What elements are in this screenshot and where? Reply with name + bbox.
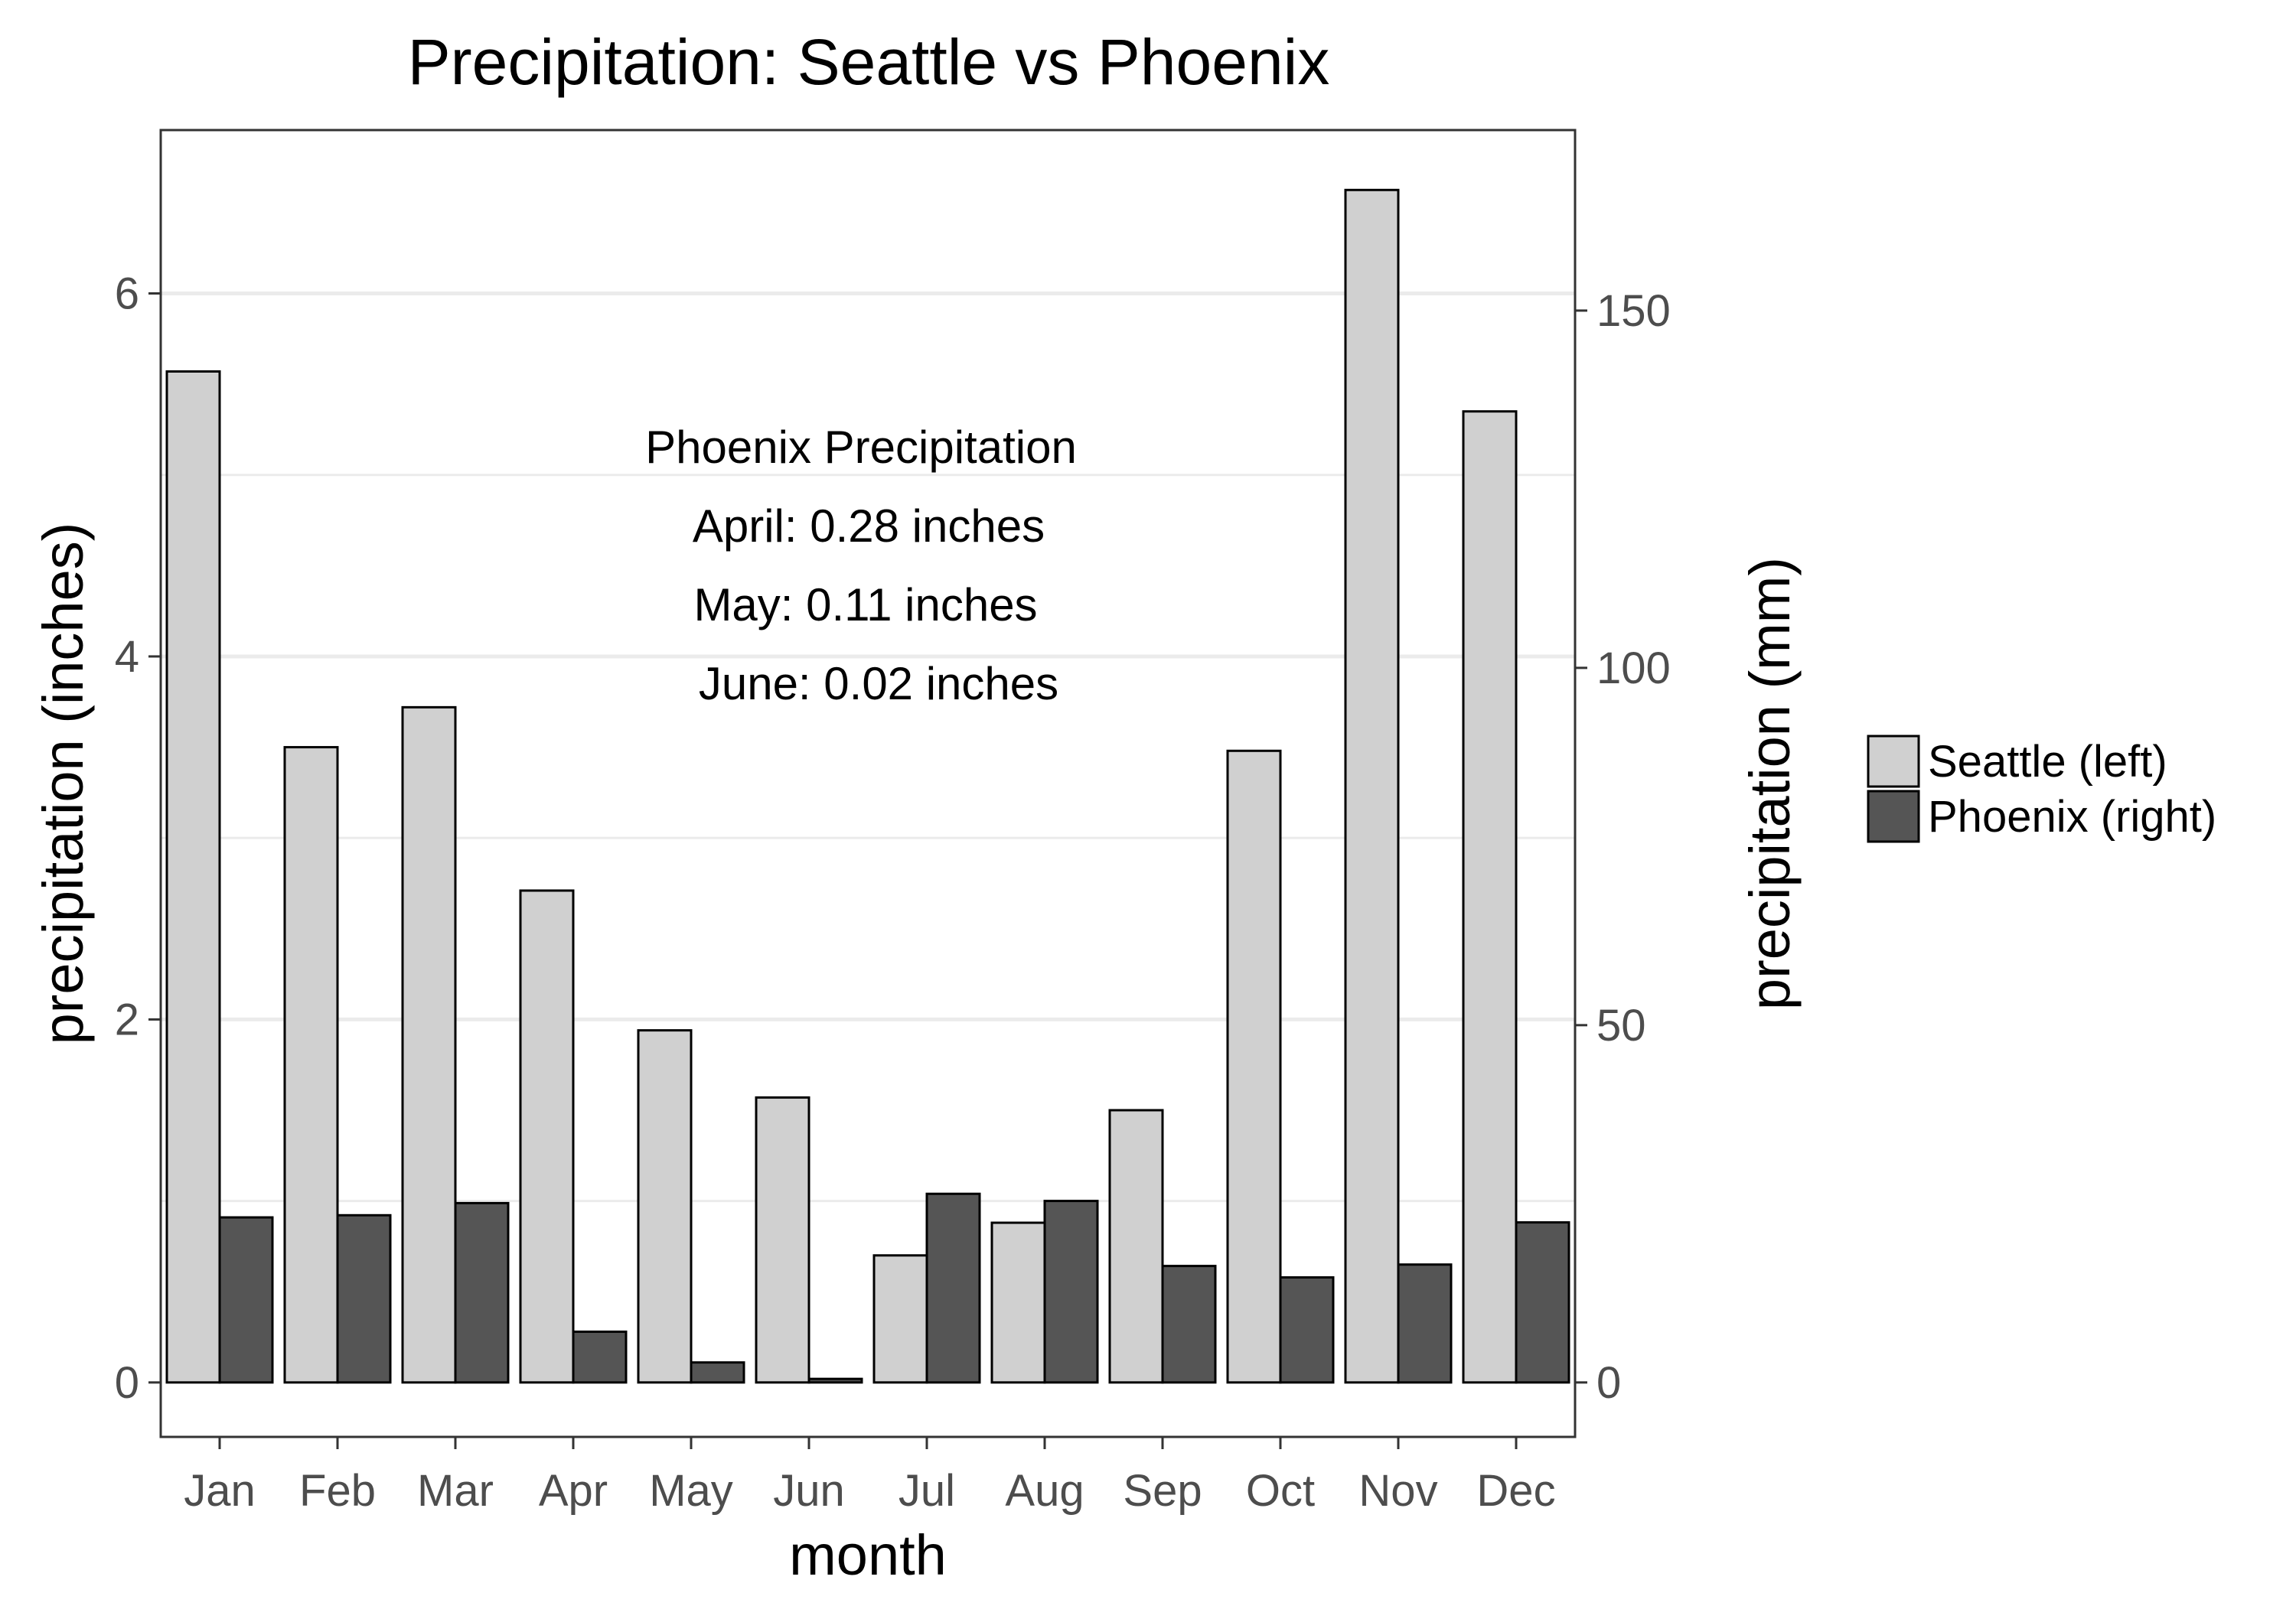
bar-seattle-dec bbox=[1462, 410, 1518, 1384]
left-y-tick-label: 4 bbox=[115, 632, 139, 682]
left-y-tick-label: 6 bbox=[115, 269, 139, 319]
plot-panel-border bbox=[159, 129, 1577, 1438]
bars-layer bbox=[165, 188, 1570, 1384]
left-y-tick-label: 0 bbox=[115, 1358, 139, 1408]
annotation-block: Phoenix Precipitation April: 0.28 inches… bbox=[645, 422, 1077, 709]
bar-phoenix-jul bbox=[925, 1192, 981, 1384]
bar-phoenix-nov bbox=[1397, 1263, 1453, 1384]
bar-seattle-mar bbox=[401, 705, 457, 1384]
legend-key-seattle bbox=[1867, 735, 1920, 788]
left-y-tick-label: 2 bbox=[115, 995, 139, 1044]
grid-lines bbox=[161, 292, 1575, 1203]
bar-phoenix-jan bbox=[218, 1216, 274, 1384]
bar-seattle-may bbox=[637, 1029, 693, 1384]
legend: Seattle (left) Phoenix (right) bbox=[1867, 735, 2216, 843]
x-tick-label-nov: Nov bbox=[1358, 1466, 1437, 1516]
right-y-axis: 0 50 100 150 bbox=[1575, 286, 1671, 1408]
bar-phoenix-may bbox=[690, 1361, 745, 1384]
x-tick-label-may: May bbox=[649, 1466, 733, 1516]
bar-phoenix-jun bbox=[807, 1377, 863, 1384]
y-axis-title-right: precipitation (mm) bbox=[1738, 557, 1802, 1010]
annotation-line-3: May: 0.11 inches bbox=[693, 579, 1037, 630]
x-tick-label-jul: Jul bbox=[899, 1466, 955, 1516]
right-y-tick-label: 50 bbox=[1596, 1001, 1646, 1051]
right-y-tick-label: 0 bbox=[1596, 1358, 1621, 1408]
bar-phoenix-oct bbox=[1279, 1276, 1335, 1384]
x-tick-label-sep: Sep bbox=[1123, 1466, 1202, 1516]
bar-phoenix-apr bbox=[572, 1331, 628, 1384]
bar-phoenix-mar bbox=[454, 1201, 510, 1384]
bar-seattle-nov bbox=[1344, 188, 1400, 1384]
bar-phoenix-dec bbox=[1515, 1221, 1570, 1384]
annotation-line-2: April: 0.28 inches bbox=[693, 500, 1045, 552]
y-axis-title-left: precipitation (inches) bbox=[31, 523, 95, 1045]
x-tick-label-aug: Aug bbox=[1005, 1466, 1084, 1516]
x-tick-label-apr: Apr bbox=[539, 1466, 608, 1516]
chart-title: Precipitation: Seattle vs Phoenix bbox=[408, 26, 1330, 98]
annotation-line-4: June: 0.02 inches bbox=[699, 658, 1058, 709]
legend-key-phoenix bbox=[1867, 790, 1920, 843]
legend-label-phoenix: Phoenix (right) bbox=[1928, 792, 2216, 842]
bar-seattle-jul bbox=[872, 1254, 928, 1384]
bar-seattle-sep bbox=[1108, 1109, 1164, 1384]
bar-seattle-apr bbox=[519, 889, 575, 1384]
x-axis: Jan Feb Mar Apr May Jun Jul Aug Sep Oct Nov Dec bbox=[184, 1437, 1556, 1516]
x-tick-label-feb: Feb bbox=[299, 1466, 376, 1516]
bar-phoenix-feb bbox=[336, 1213, 392, 1384]
bar-seattle-oct bbox=[1226, 749, 1282, 1384]
x-tick-label-oct: Oct bbox=[1246, 1466, 1315, 1516]
bar-seattle-jun bbox=[755, 1096, 810, 1384]
x-tick-label-mar: Mar bbox=[417, 1466, 494, 1516]
x-tick-label-dec: Dec bbox=[1476, 1466, 1555, 1516]
bar-seattle-aug bbox=[990, 1221, 1046, 1384]
bar-phoenix-aug bbox=[1043, 1200, 1099, 1384]
bar-phoenix-sep bbox=[1161, 1265, 1217, 1384]
bar-seattle-feb bbox=[283, 746, 339, 1384]
legend-label-seattle: Seattle (left) bbox=[1928, 737, 2167, 787]
x-axis-title: month bbox=[789, 1523, 947, 1587]
x-tick-label-jan: Jan bbox=[184, 1466, 256, 1516]
annotation-line-1: Phoenix Precipitation bbox=[645, 422, 1077, 473]
left-y-axis: 0 2 4 6 bbox=[115, 269, 161, 1408]
right-y-tick-label: 150 bbox=[1596, 286, 1671, 336]
bar-seattle-jan bbox=[165, 370, 221, 1384]
right-y-tick-label: 100 bbox=[1596, 643, 1671, 693]
x-tick-label-jun: Jun bbox=[773, 1466, 845, 1516]
